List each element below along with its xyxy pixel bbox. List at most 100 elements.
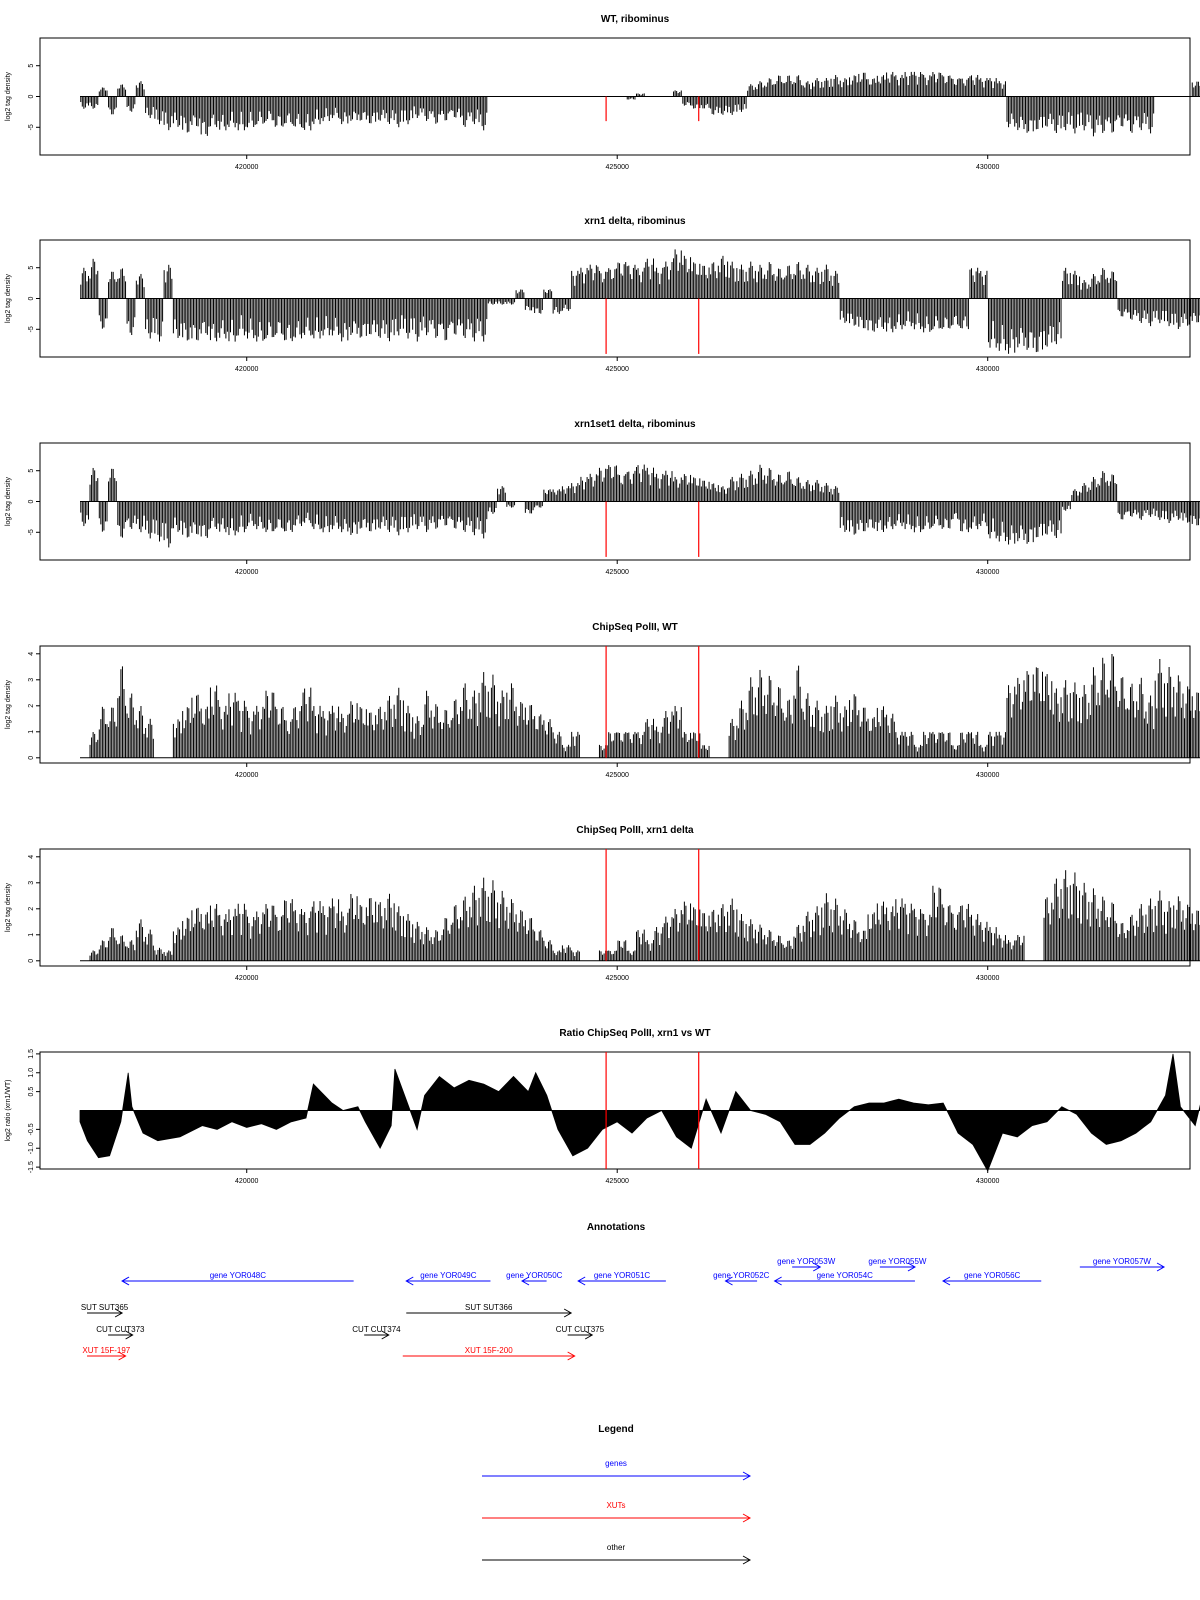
y-tick-label: 3 <box>28 678 35 682</box>
legend-label: XUTs <box>606 1501 625 1510</box>
feature-other: CUT CUT375 <box>556 1325 605 1340</box>
y-tick-label: 0 <box>28 296 35 300</box>
feature-gene: gene YOR050C <box>506 1271 563 1286</box>
y-axis-label: log2 ratio (xrn1/WT) <box>5 1080 12 1142</box>
y-tick-label: 0.5 <box>28 1087 35 1097</box>
arrow-head <box>381 1330 390 1340</box>
feature-label: SUT SUT365 <box>81 1303 129 1312</box>
y-axis-label: log2 tag density <box>5 273 12 323</box>
feature-label: gene YOR051C <box>594 1271 651 1280</box>
arrow-head <box>118 1351 127 1361</box>
x-tick-label: 420000 <box>235 164 258 171</box>
arrow-head <box>742 1513 752 1523</box>
x-tick-label: 430000 <box>976 975 999 982</box>
feature-label: gene YOR056C <box>964 1271 1021 1280</box>
panel-chip_wt: ChipSeq PolII, WT log2 tag density 0 1 2 3 4 42… <box>5 622 1200 779</box>
feature-gene: gene YOR056C <box>942 1271 1042 1286</box>
chart-title: xrn1set1 delta, ribominus <box>574 419 696 430</box>
arrow-head <box>812 1262 822 1272</box>
arrow-head <box>405 1276 414 1286</box>
feature-label: XUT 15F-197 <box>82 1346 130 1355</box>
y-tick-label: 0 <box>28 756 35 760</box>
arrow-head <box>577 1276 586 1286</box>
feature-label: SUT SUT366 <box>465 1303 513 1312</box>
x-tick-label: 425000 <box>606 975 629 982</box>
x-tick-label: 420000 <box>235 975 258 982</box>
arrow-head <box>907 1262 916 1272</box>
feature-gene: gene YOR054C <box>773 1271 915 1286</box>
chart-title: Ratio ChipSeq PolII, xrn1 vs WT <box>559 1028 710 1039</box>
panel-xrn1_ribominus: xrn1 delta, ribominus log2 tag density -5 0… <box>5 216 1200 373</box>
feature-label: CUT CUT375 <box>556 1325 605 1334</box>
y-tick-label: 2 <box>28 704 35 708</box>
series-marks <box>80 249 1200 354</box>
y-tick-label: -5 <box>28 326 35 332</box>
arrow-head <box>521 1276 530 1286</box>
x-tick-label: 420000 <box>235 569 258 576</box>
feature-gene: gene YOR048C <box>121 1271 354 1286</box>
arrow-head <box>1156 1262 1166 1272</box>
y-tick-label: 2 <box>28 907 35 911</box>
legend-label: other <box>607 1543 626 1552</box>
y-axis-label: log2 tag density <box>5 476 12 526</box>
feature-label: gene YOR055W <box>868 1257 927 1266</box>
feature-label: gene YOR054C <box>817 1271 874 1280</box>
feature-xut: XUT 15F-197 <box>82 1346 131 1361</box>
feature-gene: gene YOR051C <box>577 1271 666 1286</box>
plot-frame <box>39 848 1191 967</box>
feature-label: gene YOR053W <box>777 1257 836 1266</box>
x-tick-label: 430000 <box>976 569 999 576</box>
legend-label: genes <box>605 1459 627 1468</box>
feature-other: CUT CUT374 <box>352 1325 401 1340</box>
feature-label: gene YOR049C <box>420 1271 477 1280</box>
panel-xrn1set1_ribominus: xrn1set1 delta, ribominus log2 tag densit… <box>5 419 1200 576</box>
x-tick-label: 430000 <box>976 164 999 171</box>
feature-xut: XUT 15F-200 <box>402 1346 576 1361</box>
chart-title: ChipSeq PolII, WT <box>592 622 678 633</box>
annotations-panel: Annotations gene YOR048C gene YOR049C gene … <box>81 1222 1166 1361</box>
x-tick-label: 430000 <box>976 366 999 373</box>
chart-title: xrn1 delta, ribominus <box>584 216 686 227</box>
feature-label: gene YOR057W <box>1093 1257 1152 1266</box>
arrow-head <box>742 1471 752 1481</box>
series-marks <box>80 653 1200 759</box>
chart-title: ChipSeq PolII, xrn1 delta <box>576 825 694 836</box>
arrow-head <box>563 1308 573 1318</box>
legend-title: Legend <box>598 1424 634 1435</box>
arrow-head <box>942 1276 951 1286</box>
feature-label: gene YOR048C <box>210 1271 267 1280</box>
feature-gene: gene YOR057W <box>1079 1257 1166 1272</box>
x-tick-label: 425000 <box>606 772 629 779</box>
x-tick-label: 425000 <box>606 569 629 576</box>
y-tick-label: 0 <box>28 499 35 503</box>
y-tick-label: 5 <box>28 469 35 473</box>
y-tick-label: -1.0 <box>28 1142 35 1154</box>
feature-label: gene YOR050C <box>506 1271 563 1280</box>
arrow-head <box>125 1330 134 1340</box>
feature-other: SUT SUT366 <box>406 1303 573 1318</box>
y-tick-label: 5 <box>28 64 35 68</box>
y-tick-label: 4 <box>28 652 35 656</box>
legend-panel: Legend genes XUTs other <box>482 1424 752 1565</box>
feature-gene: gene YOR055W <box>868 1257 927 1272</box>
y-tick-label: 5 <box>28 266 35 270</box>
feature-gene: gene YOR053W <box>777 1257 836 1272</box>
series-marks <box>80 71 1200 137</box>
y-axis-label: log2 tag density <box>5 882 12 932</box>
arrow-head <box>724 1276 733 1286</box>
feature-gene: gene YOR052C <box>713 1271 770 1286</box>
y-tick-label: 3 <box>28 881 35 885</box>
x-tick-label: 425000 <box>606 366 629 373</box>
annotations-title: Annotations <box>587 1222 646 1233</box>
x-tick-label: 425000 <box>606 164 629 171</box>
series-marks <box>79 1053 1200 1172</box>
y-tick-label: 1 <box>28 730 35 734</box>
y-tick-label: -5 <box>28 124 35 130</box>
feature-other: SUT SUT365 <box>81 1303 129 1318</box>
arrow-head <box>742 1555 752 1565</box>
x-tick-label: 430000 <box>976 1178 999 1185</box>
feature-label: CUT CUT373 <box>96 1325 145 1334</box>
panel-chip_xrn1: ChipSeq PolII, xrn1 delta log2 tag densit… <box>5 825 1200 982</box>
panel-ratio: Ratio ChipSeq PolII, xrn1 vs WT log2 rati… <box>5 1028 1200 1185</box>
